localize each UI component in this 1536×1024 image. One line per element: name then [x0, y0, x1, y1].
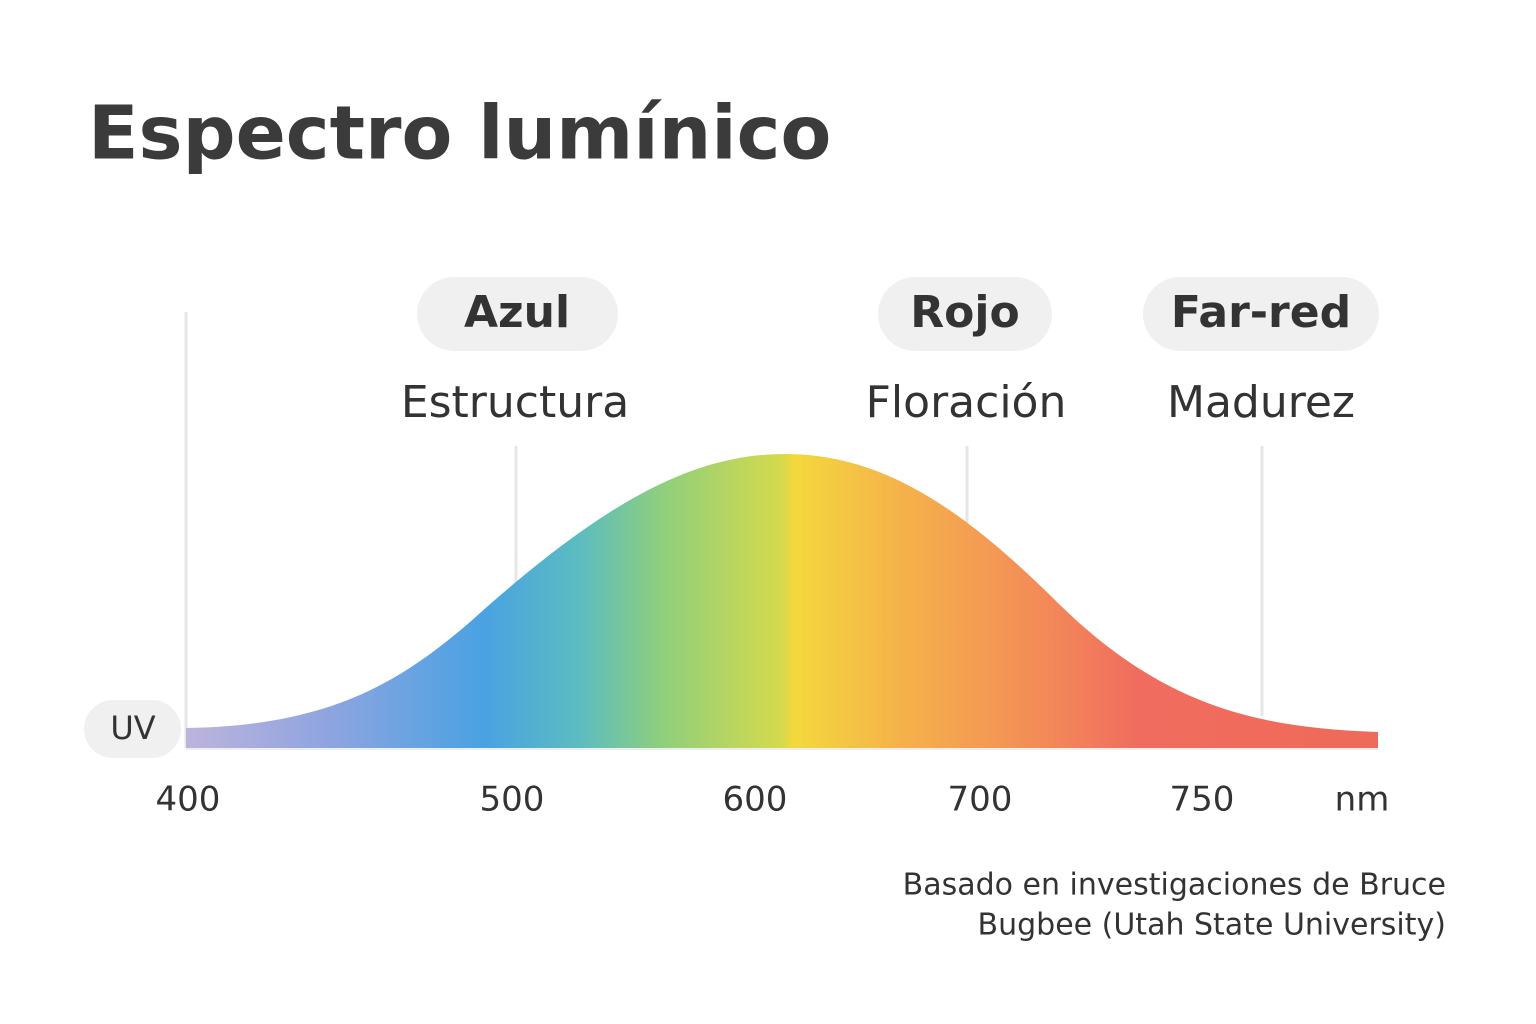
x-tick-label: 700 [948, 780, 1013, 820]
x-tick-label: 600 [723, 780, 788, 820]
band-label: Rojo [910, 287, 1019, 338]
band-sublabel: Floración [866, 377, 1067, 428]
band-pill [1143, 277, 1379, 351]
x-tick-label: 400 [156, 780, 221, 820]
band-label: Far-red [1171, 287, 1351, 338]
x-tick-label: 750 [1170, 780, 1235, 820]
band-pill [417, 277, 618, 351]
uv-pill [84, 700, 181, 758]
title: Espectro lumínico [88, 91, 831, 177]
band-pill [878, 277, 1052, 351]
spectrum-curve [186, 454, 1378, 748]
band-far-red: Far-red Madurez [1143, 277, 1379, 428]
band-sublabel: Estructura [401, 377, 629, 428]
band-azul: Azul Estructura [401, 277, 629, 428]
axis-unit: nm [1335, 780, 1390, 820]
uv-label: UV [110, 709, 155, 747]
x-tick-label: 500 [480, 780, 545, 820]
band-rojo: Rojo Floración [866, 277, 1067, 428]
band-label: Azul [464, 287, 570, 338]
band-sublabel: Madurez [1167, 377, 1355, 428]
footnote: Basado en investigaciones de Bruce [903, 868, 1446, 903]
footnote: Bugbee (Utah State University) [978, 908, 1446, 943]
